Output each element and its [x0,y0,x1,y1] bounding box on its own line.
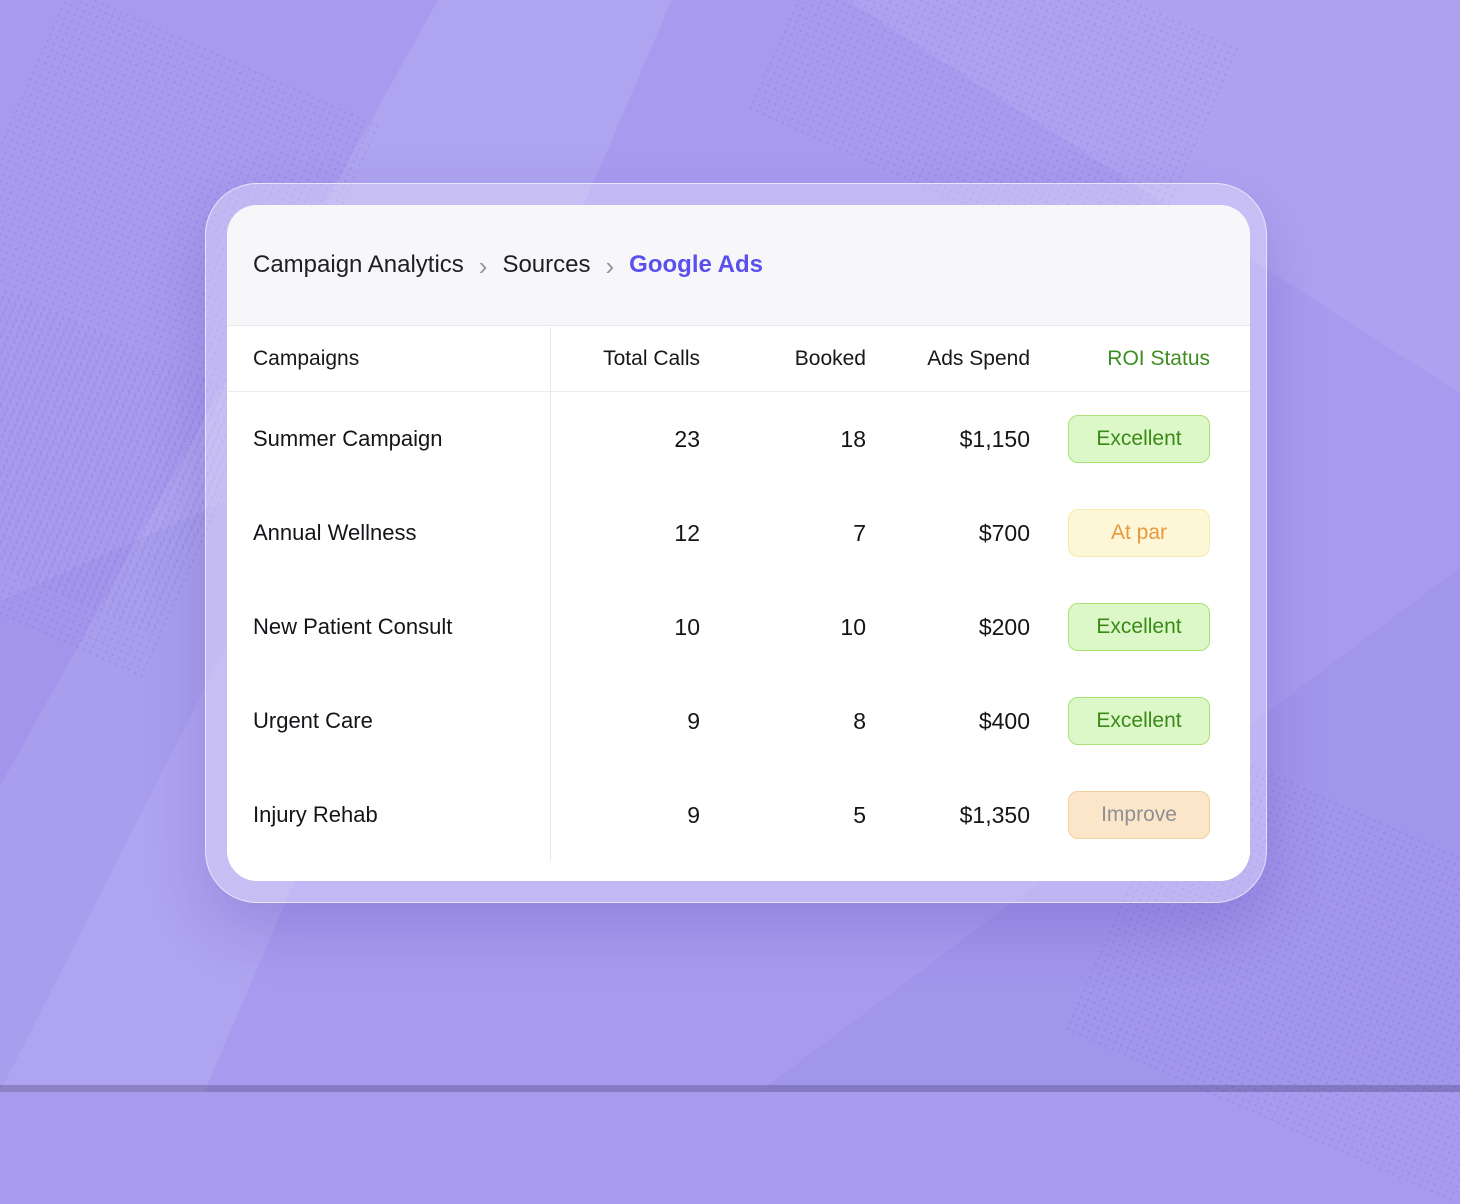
table-row: Annual Wellness 12 7 $700 At par [227,486,1250,580]
campaign-name: Urgent Care [253,708,373,733]
status-badge: Excellent [1068,603,1210,651]
booked-value: 7 [853,519,866,546]
breadcrumb-item-google-ads[interactable]: Google Ads [629,251,763,278]
status-badge: Excellent [1068,415,1210,463]
table-row: Injury Rehab 9 5 $1,350 Improve [227,768,1250,862]
booked-value: 8 [853,707,866,734]
status-badge: Excellent [1068,697,1210,745]
total-calls-value: 9 [687,707,700,734]
breadcrumb-item-campaign-analytics[interactable]: Campaign Analytics [253,251,464,278]
roi-status-cell: Excellent [1030,415,1250,463]
roi-status-cell: Excellent [1030,697,1250,745]
ads-spend-value: $1,350 [959,801,1030,828]
table-row: Urgent Care 9 8 $400 Excellent [227,674,1250,768]
total-calls-value: 23 [674,425,700,452]
roi-status-cell: Excellent [1030,603,1250,651]
status-badge: Improve [1068,791,1210,839]
ads-spend-value: $200 [978,613,1030,640]
campaign-name: New Patient Consult [253,614,453,639]
ads-spend-value: $700 [978,519,1030,546]
chevron-right-icon: › [478,251,488,281]
breadcrumb-item-sources[interactable]: Sources [502,251,591,278]
chevron-right-icon: › [605,251,615,281]
ads-spend-value: $400 [978,707,1030,734]
table-header-row: Campaigns Total Calls Booked Ads Spend R… [227,326,1250,392]
total-calls-value: 9 [687,801,700,828]
column-header-total-calls: Total Calls [603,346,700,370]
table-body: Summer Campaign 23 18 $1,150 Excellent A… [227,392,1250,862]
column-header-booked: Booked [794,346,866,370]
column-divider [550,327,551,861]
campaign-name: Injury Rehab [253,802,378,827]
booked-value: 10 [840,613,866,640]
total-calls-value: 10 [674,613,700,640]
total-calls-value: 12 [674,519,700,546]
roi-status-cell: Improve [1030,791,1250,839]
campaign-analytics-card: Campaign Analytics › Sources › Google Ad… [227,205,1250,881]
campaign-name: Summer Campaign [253,426,443,451]
table-row: Summer Campaign 23 18 $1,150 Excellent [227,392,1250,486]
breadcrumb: Campaign Analytics › Sources › Google Ad… [227,205,1250,326]
column-header-ads-spend: Ads Spend [927,346,1030,370]
table-row: New Patient Consult 10 10 $200 Excellent [227,580,1250,674]
status-badge: At par [1068,509,1210,557]
ads-spend-value: $1,150 [959,425,1030,452]
booked-value: 5 [853,801,866,828]
bottom-edge-strip [0,1085,1460,1092]
roi-status-cell: At par [1030,509,1250,557]
column-header-roi-status: ROI Status [1107,346,1210,370]
column-header-campaigns: Campaigns [253,346,360,370]
booked-value: 18 [840,425,866,452]
campaign-name: Annual Wellness [253,520,417,545]
